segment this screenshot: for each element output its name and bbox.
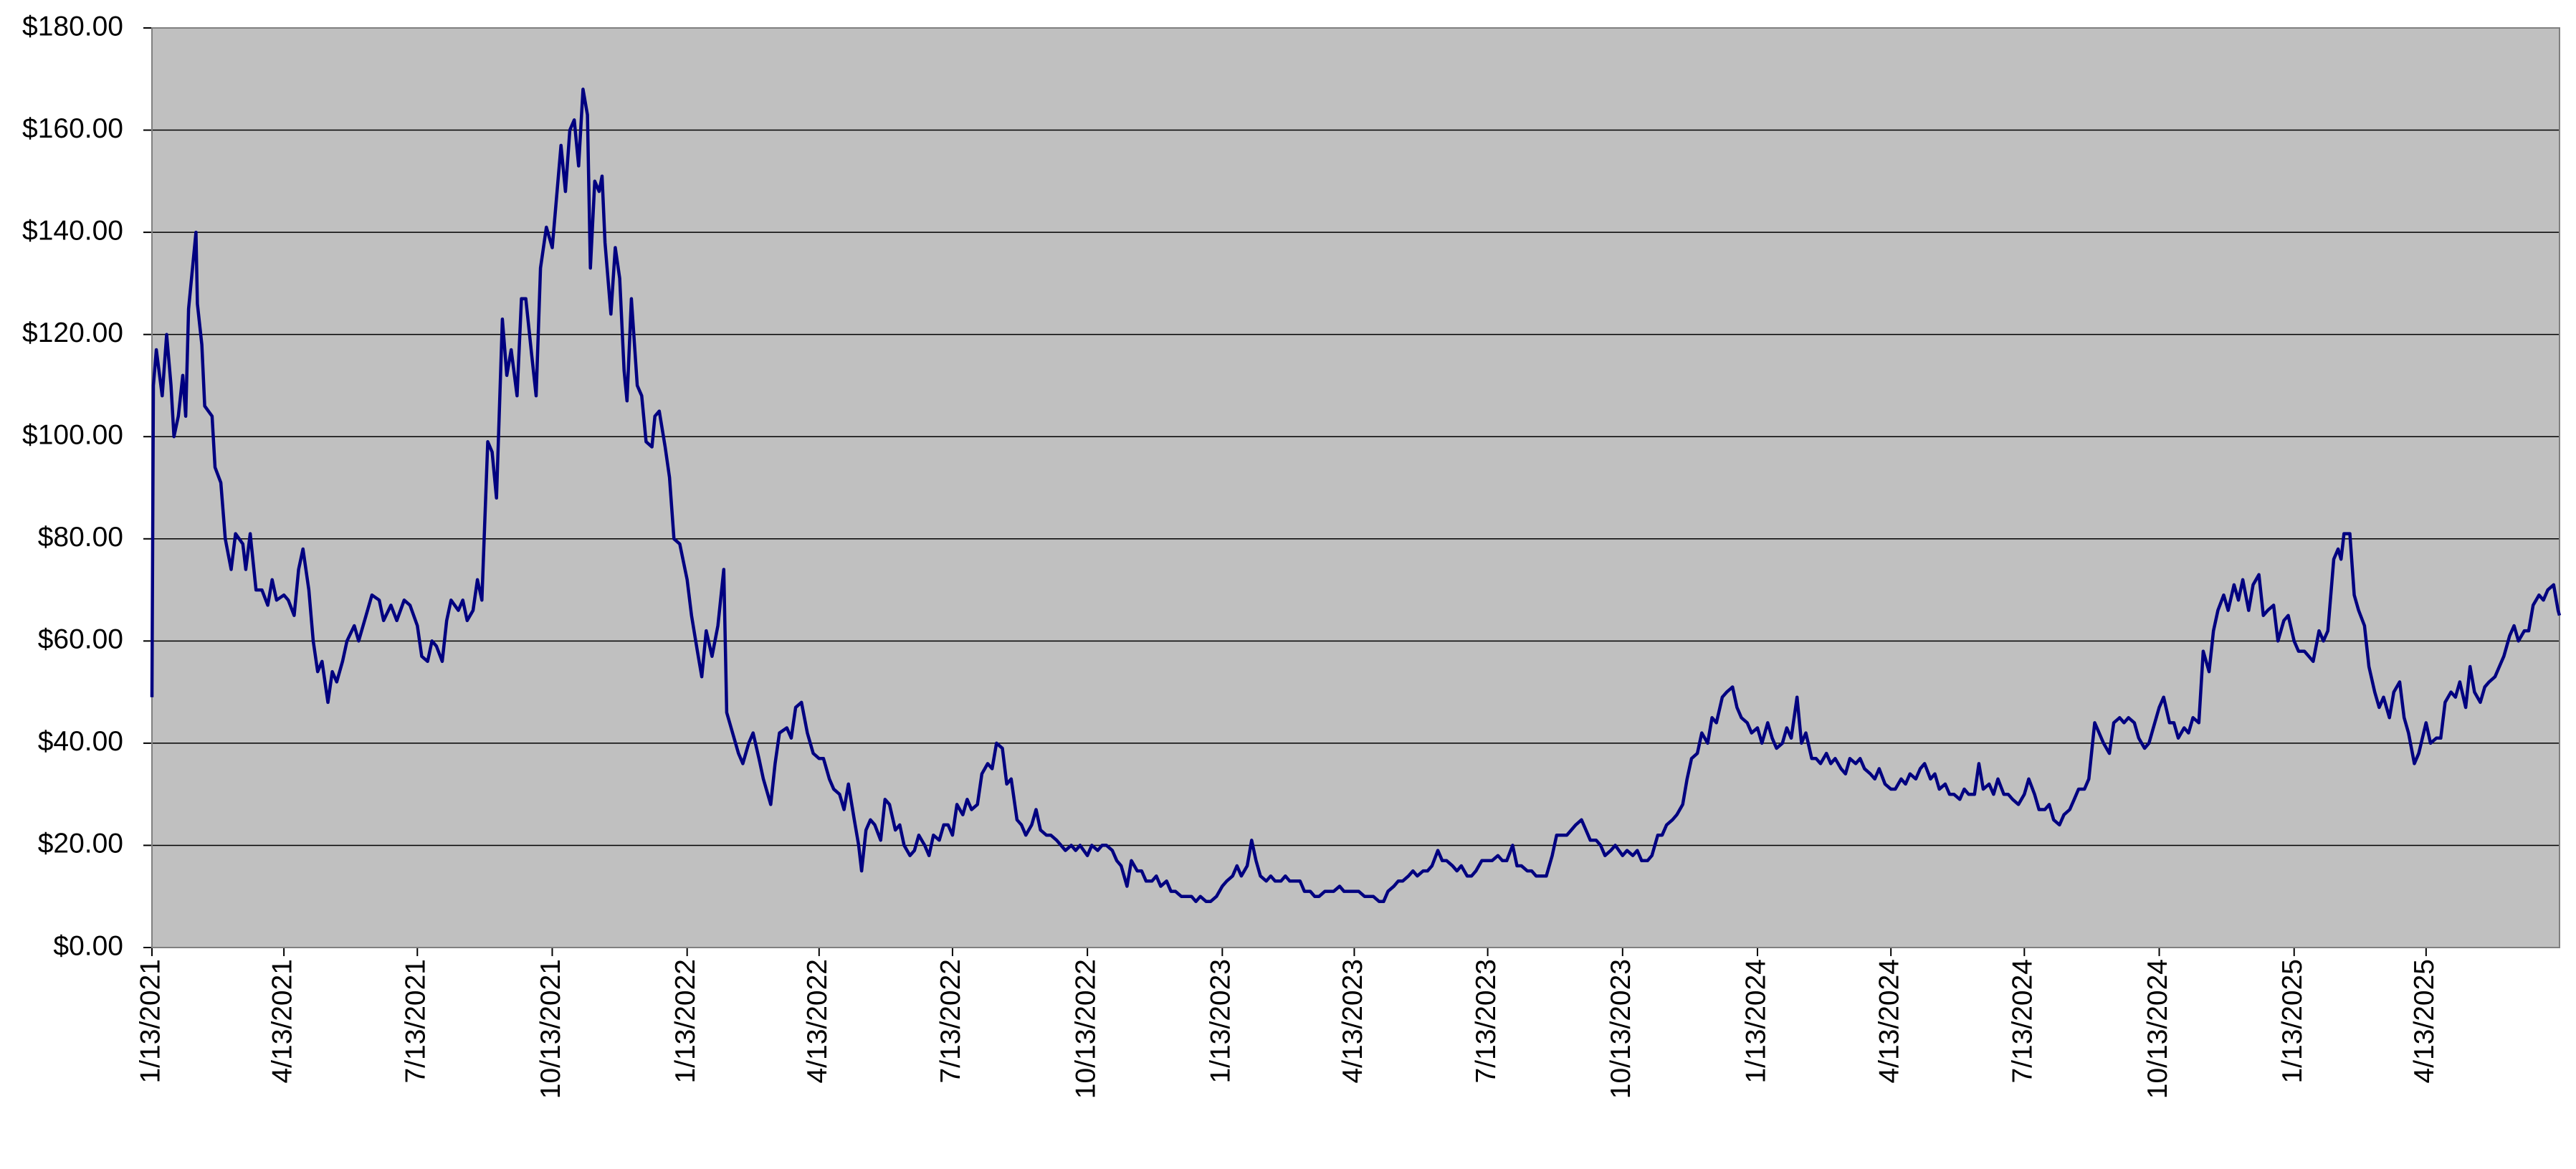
x-tick-label: 1/13/2022: [670, 959, 701, 1084]
x-tick-label: 1/13/2021: [135, 959, 166, 1084]
x-tick-label: 4/13/2022: [802, 959, 833, 1084]
y-tick-label: $0.00: [53, 930, 123, 961]
plot-area: [152, 28, 2560, 948]
x-tick-label: 7/13/2023: [1471, 959, 1502, 1084]
x-tick-label: 4/13/2021: [267, 959, 297, 1084]
x-tick-label: 1/13/2023: [1206, 959, 1236, 1084]
y-tick-label: $60.00: [38, 624, 123, 655]
y-tick-label: $20.00: [38, 829, 123, 859]
y-tick-label: $80.00: [38, 522, 123, 553]
x-tick-label: 10/13/2021: [535, 959, 566, 1099]
y-tick-label: $100.00: [22, 420, 123, 451]
y-tick-label: $40.00: [38, 726, 123, 757]
y-tick-label: $180.00: [22, 11, 123, 42]
x-tick-label: 7/13/2022: [935, 959, 966, 1084]
x-tick-label: 7/13/2024: [2008, 959, 2038, 1084]
price-line: [150, 87, 2562, 904]
x-tick-label: 10/13/2024: [2142, 959, 2173, 1099]
x-tick-label: 4/13/2025: [2409, 959, 2440, 1084]
y-tick-label: $140.00: [22, 215, 123, 246]
x-tick-label: 1/13/2024: [1740, 959, 1771, 1084]
x-tick-label: 10/13/2022: [1070, 959, 1101, 1099]
y-tick-label: $120.00: [22, 318, 123, 348]
x-tick-label: 10/13/2023: [1606, 959, 1636, 1099]
x-tick-label: 4/13/2023: [1337, 959, 1368, 1084]
x-tick-label: 1/13/2025: [2277, 959, 2308, 1084]
x-tick-label: 4/13/2024: [1874, 959, 1904, 1084]
x-tick-label: 7/13/2021: [401, 959, 431, 1084]
y-tick-label: $160.00: [22, 113, 123, 144]
